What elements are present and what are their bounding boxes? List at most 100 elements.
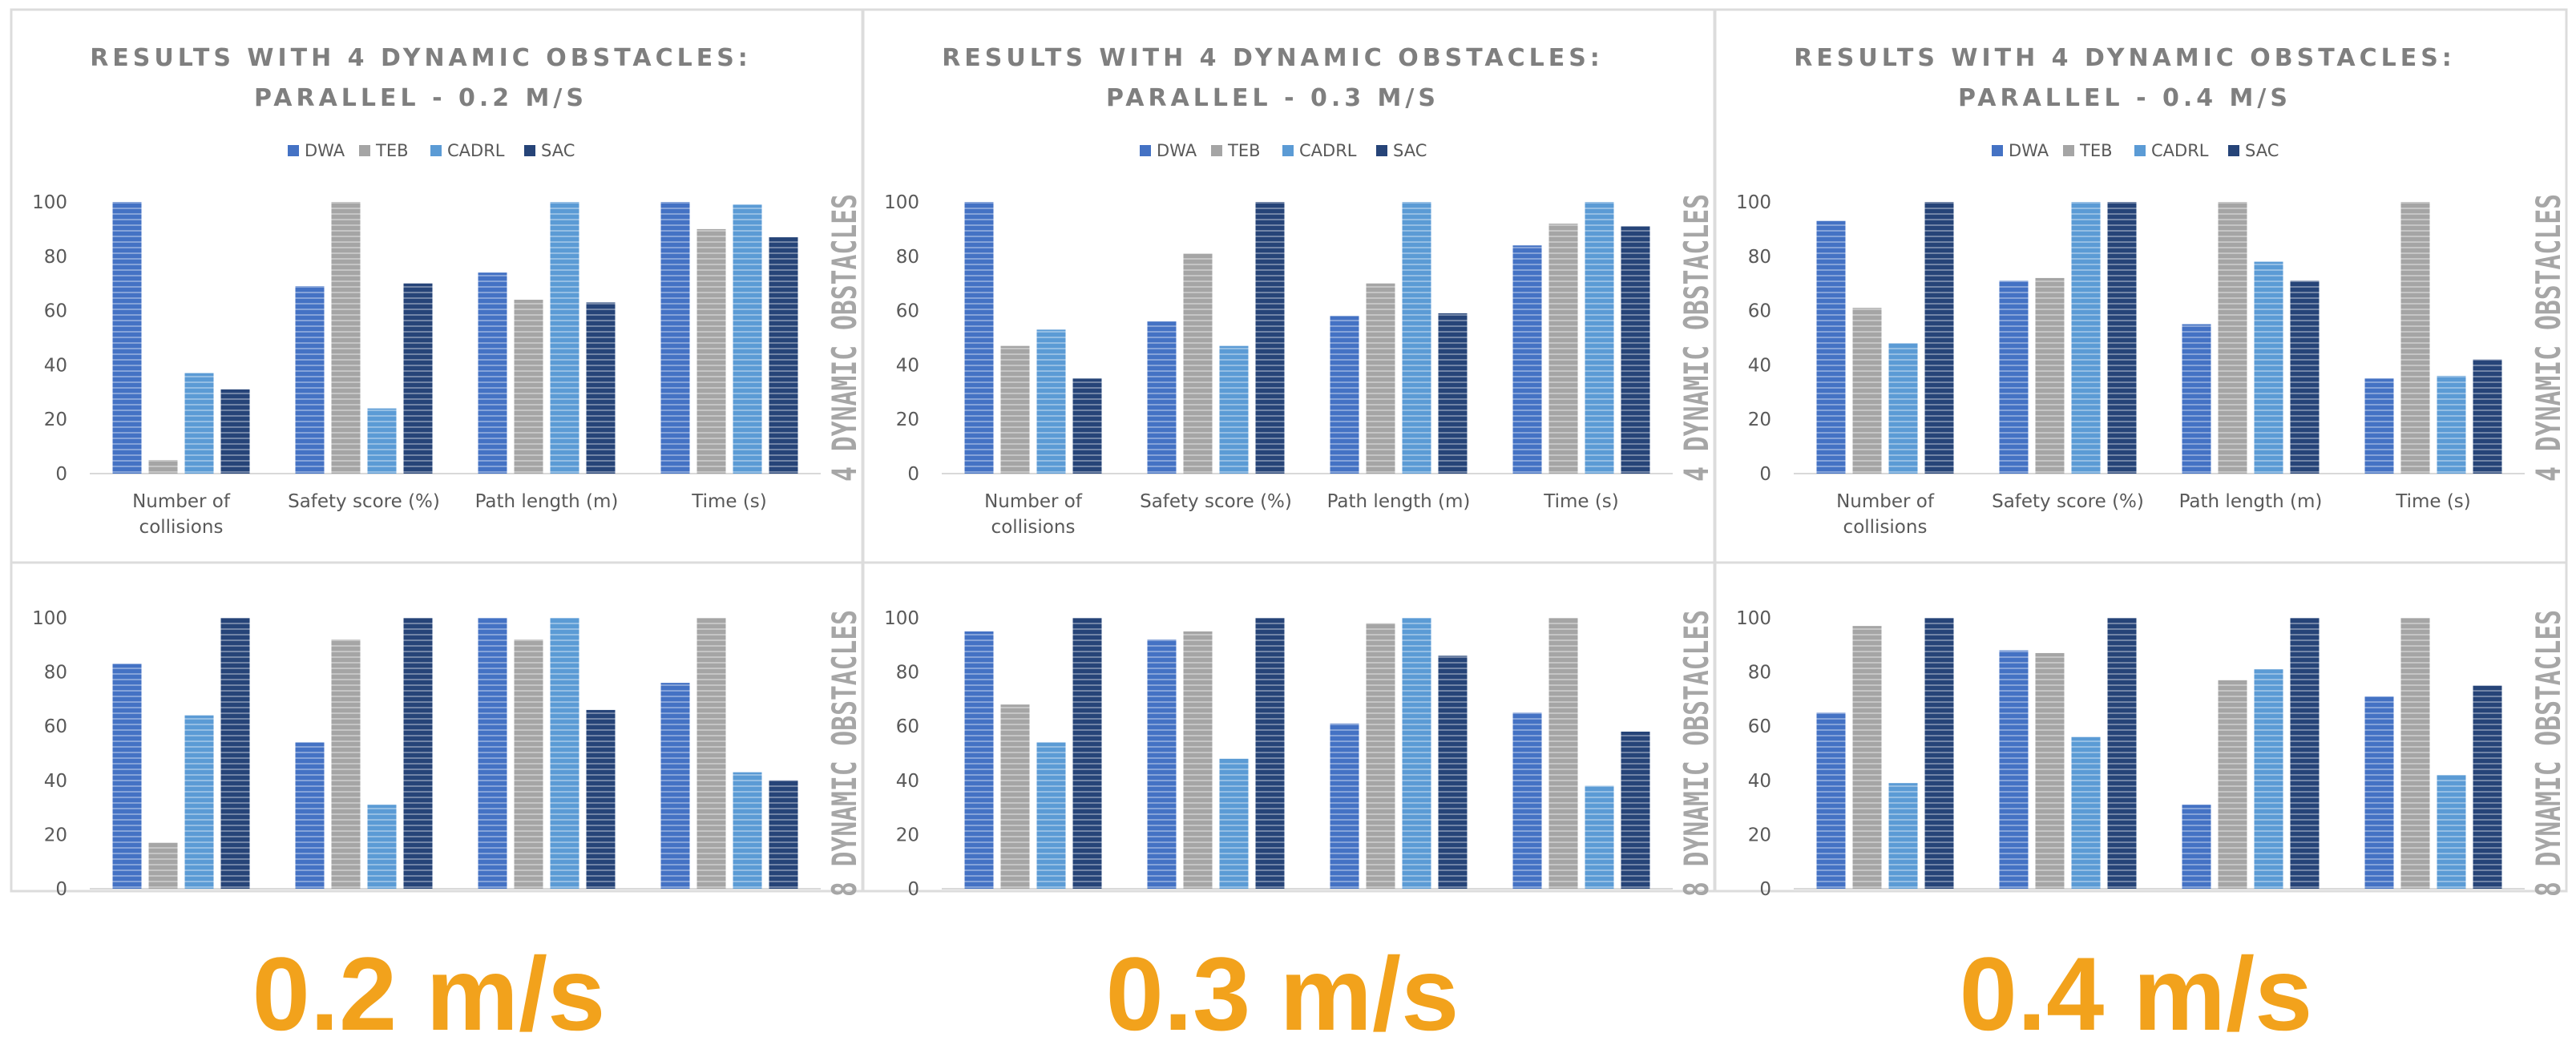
legend-swatch-dwa bbox=[288, 145, 299, 156]
legend-label-teb: TEB bbox=[2079, 141, 2113, 160]
y-tick-label: 100 bbox=[32, 608, 67, 629]
chart-title-line: PARALLEL - 0.2 M/S bbox=[254, 84, 587, 112]
y-tick-label: 80 bbox=[896, 663, 919, 684]
bar-teb bbox=[331, 202, 361, 474]
bar-cadrl bbox=[550, 618, 579, 889]
bar-cadrl bbox=[2437, 375, 2466, 474]
y-tick-label: 60 bbox=[1748, 301, 1771, 322]
legend-swatch-sac bbox=[1376, 145, 1387, 156]
bar-sac bbox=[2473, 685, 2502, 889]
x-category-label: collisions bbox=[139, 517, 224, 538]
bar-teb bbox=[1548, 618, 1578, 889]
y-tick-label: 0 bbox=[55, 879, 67, 900]
y-tick-label: 20 bbox=[896, 410, 919, 430]
bar-cadrl bbox=[367, 408, 397, 474]
bar-teb bbox=[1000, 345, 1030, 474]
legend-swatch-cadrl bbox=[430, 145, 442, 156]
y-tick-label: 100 bbox=[1736, 192, 1771, 213]
y-tick-label: 20 bbox=[44, 410, 67, 430]
bar-sac bbox=[220, 389, 250, 474]
bar-teb bbox=[2035, 652, 2065, 889]
bar-sac bbox=[1072, 378, 1102, 474]
x-category-label: Number of bbox=[132, 491, 231, 512]
chart-panel-top-0_2: RESULTS WITH 4 DYNAMIC OBSTACLES: PARALLE… bbox=[10, 8, 864, 564]
bar-dwa bbox=[1512, 712, 1542, 889]
speed-label: 0.2 m/s bbox=[252, 935, 606, 1049]
speed-label: 0.3 m/s bbox=[1106, 935, 1460, 1049]
bar-teb bbox=[1183, 253, 1213, 474]
bar-teb bbox=[2035, 277, 2065, 474]
bar-cadrl bbox=[1888, 783, 1918, 889]
y-tick-label: 0 bbox=[907, 879, 919, 900]
bar-sac bbox=[2290, 280, 2320, 474]
bar-cadrl bbox=[733, 204, 762, 474]
bar-cadrl bbox=[1585, 202, 1614, 474]
y-tick-label: 60 bbox=[44, 716, 67, 737]
y-tick-label: 60 bbox=[1748, 716, 1771, 737]
legend-swatch-dwa bbox=[1140, 145, 1151, 156]
bar-teb bbox=[1852, 308, 1882, 474]
bar-cadrl bbox=[2071, 736, 2101, 889]
legend-swatch-sac bbox=[524, 145, 535, 156]
bar-cadrl bbox=[2437, 775, 2466, 889]
side-label: 8 DYNAMIC OBSTACLES bbox=[2529, 610, 2568, 897]
bar-teb bbox=[514, 639, 543, 889]
y-tick-label: 60 bbox=[44, 301, 67, 322]
y-tick-label: 40 bbox=[1748, 771, 1771, 792]
legend-swatch-teb bbox=[2063, 145, 2074, 156]
legend-label-dwa: DWA bbox=[2009, 141, 2049, 160]
bar-sac bbox=[2107, 202, 2137, 474]
x-category-label: Path length (m) bbox=[1327, 491, 1471, 512]
y-tick-label: 0 bbox=[55, 464, 67, 485]
bar-dwa bbox=[660, 683, 690, 889]
bar-dwa bbox=[1330, 723, 1359, 889]
legend-label-sac: SAC bbox=[1393, 141, 1427, 160]
bar-sac bbox=[586, 709, 616, 889]
bar-dwa bbox=[1816, 712, 1846, 889]
legend-label-dwa: DWA bbox=[305, 141, 345, 160]
bar-sac bbox=[1924, 202, 1954, 474]
x-category-label: Safety score (%) bbox=[1992, 491, 2144, 512]
y-tick-label: 100 bbox=[884, 192, 919, 213]
y-tick-label: 80 bbox=[896, 247, 919, 268]
bar-dwa bbox=[1999, 650, 2029, 889]
side-label: 8 DYNAMIC OBSTACLES bbox=[825, 610, 864, 897]
y-tick-label: 0 bbox=[1759, 464, 1771, 485]
bar-cadrl bbox=[1402, 618, 1431, 889]
legend-label-dwa: DWA bbox=[1157, 141, 1197, 160]
legend-swatch-dwa bbox=[1992, 145, 2003, 156]
bar-sac bbox=[2290, 618, 2320, 889]
bar-dwa bbox=[112, 664, 142, 889]
side-label: 4 DYNAMIC OBSTACLES bbox=[2529, 194, 2568, 482]
bar-dwa bbox=[1330, 316, 1359, 474]
bar-sac bbox=[1621, 731, 1650, 889]
bar-sac bbox=[586, 302, 616, 474]
bar-cadrl bbox=[1888, 343, 1918, 474]
legend-label-cadrl: CADRL bbox=[1299, 141, 1357, 160]
side-label: 8 DYNAMIC OBSTACLES bbox=[1677, 610, 1716, 897]
y-tick-label: 40 bbox=[896, 771, 919, 792]
x-category-label: Time (s) bbox=[2395, 491, 2471, 512]
y-tick-label: 100 bbox=[884, 608, 919, 629]
chart-panel-bottom-0_2: 0 20 40 60 80 100 8 DYNAMIC OBSTACLES bbox=[10, 561, 864, 900]
y-tick-label: 40 bbox=[44, 771, 67, 792]
bar-sac bbox=[769, 780, 798, 889]
legend-swatch-sac bbox=[2228, 145, 2239, 156]
bar-sac bbox=[403, 283, 433, 474]
chart-panel-bottom-0_3: 0 20 40 60 80 100 8 DYNAMIC OBSTACLES bbox=[862, 561, 1716, 900]
bar-teb bbox=[1852, 626, 1882, 889]
bar-sac bbox=[220, 618, 250, 889]
bar-sac bbox=[1924, 618, 1954, 889]
bar-dwa bbox=[1999, 280, 2029, 474]
y-tick-label: 80 bbox=[44, 247, 67, 268]
bar-teb bbox=[1548, 224, 1578, 474]
speed-label: 0.4 m/s bbox=[1960, 935, 2313, 1049]
bar-cadrl bbox=[1402, 202, 1431, 474]
bar-sac bbox=[1621, 226, 1650, 474]
bar-dwa bbox=[1147, 639, 1177, 889]
bar-dwa bbox=[478, 618, 507, 889]
bar-teb bbox=[148, 460, 178, 474]
bar-cadrl bbox=[550, 202, 579, 474]
y-tick-label: 20 bbox=[896, 825, 919, 845]
